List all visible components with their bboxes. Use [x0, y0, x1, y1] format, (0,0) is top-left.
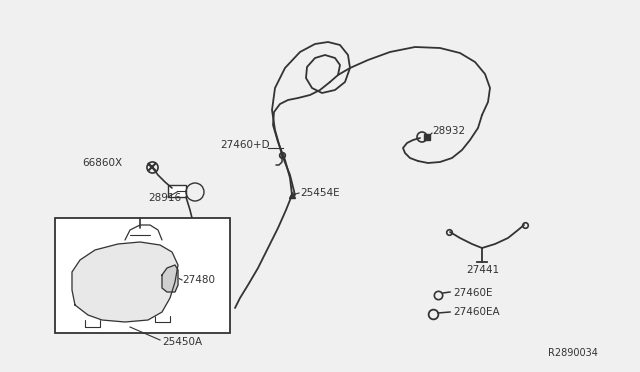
Text: 28916: 28916 [148, 193, 181, 203]
Text: 27441: 27441 [466, 265, 499, 275]
Text: 27460E: 27460E [453, 288, 493, 298]
Polygon shape [162, 265, 178, 292]
Text: 25450A: 25450A [162, 337, 202, 347]
Polygon shape [72, 242, 178, 322]
Text: 27460EA: 27460EA [453, 307, 500, 317]
Text: 27460+D: 27460+D [220, 140, 269, 150]
Text: 27480: 27480 [182, 275, 215, 285]
Text: 66860X: 66860X [82, 158, 122, 168]
Text: 25454E: 25454E [300, 188, 340, 198]
Bar [168, 185, 186, 197]
Text: 28932: 28932 [432, 126, 465, 136]
Text: R2890034: R2890034 [548, 348, 598, 358]
Bar [55, 218, 230, 333]
